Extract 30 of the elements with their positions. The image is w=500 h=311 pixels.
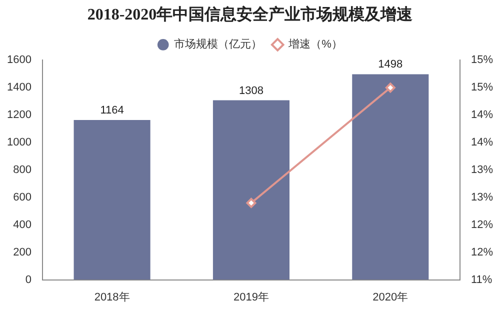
y-tick-label: 200 — [13, 246, 32, 258]
y2-tick-label: 12% — [470, 218, 494, 231]
data-label: 1308 — [238, 84, 264, 97]
y2-tick-label: 11% — [470, 274, 492, 286]
bar — [352, 74, 429, 280]
chart-title: 2018-2020年中国信息安全产业市场规模及增速 — [87, 4, 414, 24]
bar — [74, 120, 150, 280]
y-tick-label: 400 — [13, 218, 32, 231]
x-tick-label: 2018年 — [94, 291, 130, 304]
y-tick-label: 600 — [13, 191, 32, 204]
y-tick-label: 1600 — [6, 54, 32, 66]
x-tick-label: 2020年 — [372, 291, 408, 304]
y-tick-label: 800 — [13, 164, 32, 176]
y-tick-label: 1200 — [6, 109, 32, 122]
y2-tick-label: 15% — [470, 54, 494, 66]
y-tick-label: 1400 — [6, 82, 32, 94]
bar — [212, 100, 290, 280]
data-label: 1498 — [378, 58, 403, 71]
y-tick-label: 1000 — [6, 136, 32, 149]
legend-label: 市场规模（亿元） — [174, 38, 262, 51]
x-tick-label: 2019年 — [233, 291, 269, 304]
data-label: 1164 — [100, 104, 124, 117]
y2-tick-label: 12% — [470, 246, 494, 258]
y2-tick-label: 14% — [470, 136, 494, 149]
legend-label: 增速（%） — [288, 38, 342, 51]
y-tick-label: 0 — [25, 274, 32, 286]
y2-tick-label: 15% — [470, 82, 494, 94]
y2-tick-label: 14% — [470, 109, 494, 122]
y2-tick-label: 13% — [470, 164, 494, 176]
y2-tick-label: 13% — [470, 191, 494, 204]
